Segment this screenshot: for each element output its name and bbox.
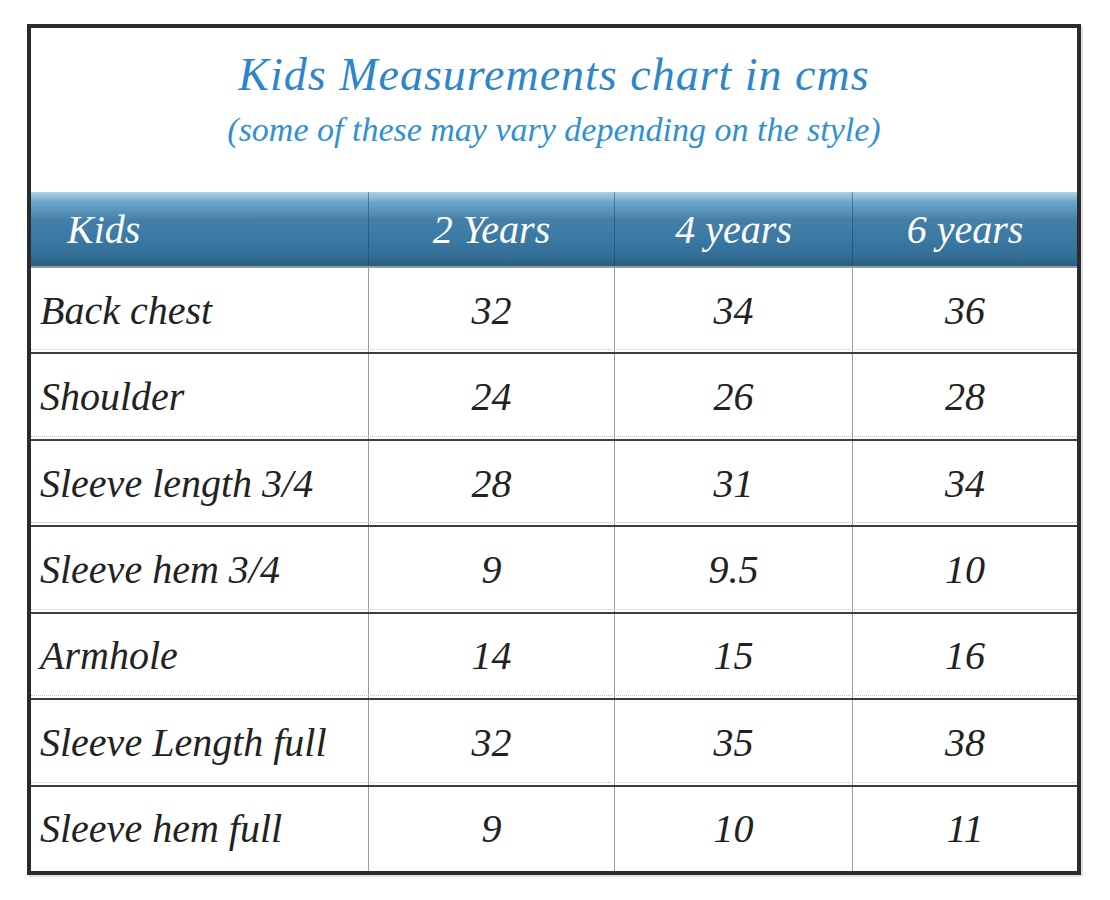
row-label: Armhole [31, 614, 369, 698]
row-value: 35 [615, 700, 853, 784]
table-header-row: Kids 2 Years 4 years 6 years [31, 192, 1077, 268]
header-cell-6-years: 6 years [853, 192, 1077, 266]
page-subtitle: (some of these may vary depending on the… [31, 106, 1077, 154]
header-cell-kids: Kids [31, 192, 369, 266]
table-row: Sleeve length 3/4 28 31 34 [31, 439, 1077, 525]
row-label: Sleeve length 3/4 [31, 441, 369, 525]
row-label: Sleeve hem full [31, 787, 369, 871]
row-value: 14 [369, 614, 615, 698]
table-row: Sleeve Length full 32 35 38 [31, 698, 1077, 784]
table-row: Shoulder 24 26 28 [31, 352, 1077, 438]
row-value: 38 [853, 700, 1077, 784]
row-value: 31 [615, 441, 853, 525]
row-label: Sleeve hem 3/4 [31, 527, 369, 611]
header-cell-2-years: 2 Years [369, 192, 615, 266]
row-value: 11 [853, 787, 1077, 871]
title-area: Kids Measurements chart in cms (some of … [31, 28, 1077, 192]
row-value: 16 [853, 614, 1077, 698]
table-row: Armhole 14 15 16 [31, 612, 1077, 698]
row-value: 28 [369, 441, 615, 525]
row-value: 10 [615, 787, 853, 871]
row-value: 10 [853, 527, 1077, 611]
chart-frame: Kids Measurements chart in cms (some of … [27, 24, 1081, 875]
row-value: 24 [369, 354, 615, 438]
page-title: Kids Measurements chart in cms [31, 44, 1077, 106]
row-value: 36 [853, 268, 1077, 352]
row-value: 9 [369, 787, 615, 871]
row-value: 34 [853, 441, 1077, 525]
row-label: Back chest [31, 268, 369, 352]
row-value: 9 [369, 527, 615, 611]
header-cell-4-years: 4 years [615, 192, 853, 266]
table-row: Back chest 32 34 36 [31, 268, 1077, 352]
row-value: 9.5 [615, 527, 853, 611]
row-value: 32 [369, 268, 615, 352]
table-row: Sleeve hem full 9 10 11 [31, 785, 1077, 871]
row-label: Sleeve Length full [31, 700, 369, 784]
row-label: Shoulder [31, 354, 369, 438]
row-value: 32 [369, 700, 615, 784]
row-value: 28 [853, 354, 1077, 438]
row-value: 34 [615, 268, 853, 352]
row-value: 15 [615, 614, 853, 698]
row-value: 26 [615, 354, 853, 438]
table-body: Back chest 32 34 36 Shoulder 24 26 28 Sl… [31, 268, 1077, 871]
measurements-table: Kids 2 Years 4 years 6 years Back chest … [31, 192, 1077, 871]
table-row: Sleeve hem 3/4 9 9.5 10 [31, 525, 1077, 611]
